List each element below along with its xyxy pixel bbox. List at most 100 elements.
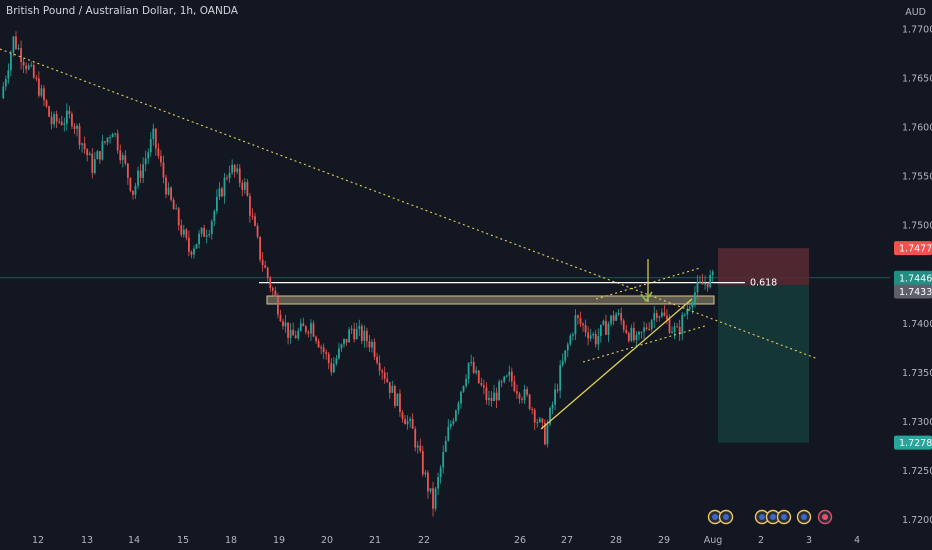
candle-body — [299, 323, 302, 331]
candle-body — [99, 151, 101, 160]
candle-body — [266, 267, 269, 278]
candle-body — [457, 403, 460, 411]
candle-body — [246, 182, 249, 196]
candle-body — [696, 281, 699, 293]
candle-body — [101, 141, 104, 160]
candle-body — [203, 227, 206, 237]
channel-lower-line — [582, 325, 706, 363]
candle-body — [259, 236, 261, 260]
candle-body — [549, 407, 551, 425]
candle-body — [505, 375, 508, 377]
candle-body — [83, 143, 86, 150]
candle-body — [32, 65, 35, 78]
candle-body — [605, 320, 607, 335]
candle-body — [602, 320, 605, 325]
candle-body — [279, 314, 282, 322]
event-flag-icon — [822, 514, 828, 520]
candle-body — [73, 126, 76, 129]
x-tick-label: 4 — [854, 535, 860, 546]
candle-body — [612, 315, 615, 321]
candle-body — [363, 330, 366, 341]
candle-body — [660, 312, 663, 317]
target-price-tag: 1.72789 — [899, 438, 932, 449]
candle-body — [617, 312, 620, 315]
candle-body — [307, 332, 310, 334]
candle-body — [195, 244, 198, 249]
candle-body — [592, 333, 595, 336]
candle-body — [368, 341, 371, 348]
candle-body — [630, 327, 633, 341]
candle-body — [4, 79, 7, 87]
candle-body — [338, 348, 340, 359]
candle-body — [449, 423, 452, 427]
candle-body — [658, 316, 661, 318]
candle-body — [180, 225, 183, 235]
candle-body — [335, 358, 338, 364]
candle-body — [132, 190, 134, 195]
candle-body — [25, 65, 28, 70]
candle-body — [513, 381, 516, 392]
y-tick-label: 1.72000 — [902, 515, 932, 526]
candle-body — [500, 381, 503, 383]
candle-body — [116, 133, 119, 151]
candle-body — [531, 408, 534, 410]
candle-body — [236, 168, 239, 172]
candle-body — [366, 330, 368, 342]
candle-body — [45, 100, 48, 107]
channel-upper-line — [595, 267, 701, 300]
candle-body — [627, 333, 630, 341]
candle-body — [315, 336, 317, 342]
candle-body — [396, 393, 399, 406]
candle-body — [208, 234, 211, 236]
candle-body — [411, 418, 414, 429]
x-tick-label: 26 — [514, 535, 526, 546]
candle-body — [165, 177, 167, 195]
candle-body — [541, 418, 544, 423]
candle-body — [386, 378, 389, 383]
candle-body — [462, 385, 465, 392]
x-tick-label: 2 — [758, 535, 764, 546]
candle-body — [633, 327, 635, 341]
candle-body — [104, 141, 106, 143]
candle-body — [277, 296, 279, 315]
event-flag-icon — [781, 514, 787, 520]
candle-body — [160, 156, 162, 163]
candle-body — [218, 188, 221, 197]
candle-body — [699, 281, 701, 283]
candle-body — [510, 371, 513, 382]
candle-body — [96, 151, 99, 160]
candle-body — [477, 370, 480, 384]
candle-body — [645, 327, 648, 329]
candle-body — [376, 356, 378, 363]
candle-body — [673, 326, 676, 332]
candle-body — [129, 177, 132, 191]
candle-body — [76, 125, 78, 129]
candle-body — [170, 187, 172, 200]
candle-body — [147, 152, 150, 159]
x-tick-label: 22 — [418, 535, 430, 546]
candle-body — [353, 328, 356, 340]
candle-body — [312, 323, 315, 337]
candle-body — [526, 389, 528, 395]
candle-body — [706, 282, 709, 288]
candle-body — [167, 187, 170, 195]
candle-body — [393, 386, 396, 406]
candle-body — [683, 314, 686, 316]
candle-body — [188, 237, 190, 252]
candle-body — [360, 326, 363, 341]
candle-body — [467, 362, 470, 379]
x-tick-label: Aug — [704, 535, 723, 546]
candle-body — [701, 281, 704, 285]
x-tick-label: 3 — [806, 535, 812, 546]
candle-body — [93, 159, 96, 173]
candle-body — [671, 331, 673, 333]
candle-body — [48, 106, 50, 117]
candle-body — [615, 314, 617, 321]
candle-body — [424, 472, 427, 475]
candle-body — [15, 36, 17, 49]
candle-body — [210, 221, 213, 235]
candle-body — [53, 114, 56, 125]
candle-body — [498, 381, 501, 401]
